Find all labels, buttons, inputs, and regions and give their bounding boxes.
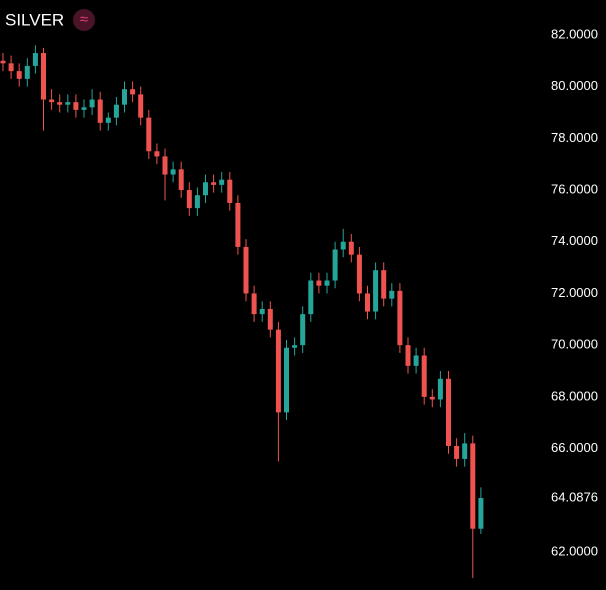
candle-body [219,179,225,185]
candle-body [194,195,200,209]
y-tick-label: 74.0000 [551,233,598,248]
candle-body [162,156,168,175]
candle-body [397,290,403,346]
candle-body [203,182,208,196]
chart-title: SILVER [5,10,64,29]
candle-body [97,99,103,123]
candle-body [454,445,460,459]
candle-body [462,443,468,459]
candle-body [146,117,152,152]
y-tick-label: 80.0000 [551,78,598,93]
candle-body [186,190,192,209]
candle-body [292,345,298,348]
candle-body [251,293,257,315]
candle-body [478,498,484,529]
y-tick-label: 66.0000 [551,440,598,455]
candle-body [154,151,160,157]
candle-body [235,202,241,247]
candle-body [41,53,46,100]
candle-body [105,117,111,123]
candle-body [348,241,354,255]
candle-body [381,270,387,299]
candle-body [89,99,95,108]
candle-body [316,280,322,286]
candle-body [373,270,379,312]
candle-body [389,290,395,299]
candle-body [138,94,144,118]
candle-body [211,182,217,185]
candle-body [446,378,451,446]
symbol-badge [73,9,95,31]
y-tick-label: 82.0000 [551,26,598,41]
candle-body [24,65,30,79]
candle-body [421,355,427,397]
candle-body [170,169,176,175]
symbol-icon: ≈ [80,11,88,28]
candle-body [49,99,55,103]
candle-body [16,71,22,79]
last-price-label: 64.0876 [551,489,598,504]
candle-body [275,329,281,413]
y-tick-label: 70.0000 [551,337,598,352]
candle-body [178,169,184,191]
candle-body [65,102,71,105]
candle-body [437,378,443,400]
candle-body [113,104,119,118]
candle-body [73,102,79,110]
candle-body [405,345,411,366]
candle-body [259,308,265,315]
candle-body [308,280,314,315]
candle-body [429,396,435,400]
candle-body [470,443,476,529]
y-tick-label: 72.0000 [551,285,598,300]
candle-body [324,280,330,286]
candle-body [227,179,233,203]
y-tick-label: 62.0000 [551,543,598,558]
candle-body [340,241,346,250]
candle-body [122,89,127,105]
candle-body [8,63,14,72]
candle-body [0,60,6,64]
candle-body [284,347,289,413]
candle-body [267,308,273,330]
y-tick-label: 78.0000 [551,130,598,145]
candle-body [130,89,136,95]
candle-body [413,355,419,366]
candle-body [332,249,338,281]
candle-body [81,107,87,110]
candle-body [365,293,370,312]
candle-body [243,246,249,294]
candle-body [57,102,63,105]
y-tick-label: 76.0000 [551,181,598,196]
candle-body [32,53,38,66]
candle-body [356,254,362,294]
candle-body [300,314,306,346]
y-tick-label: 68.0000 [551,388,598,403]
